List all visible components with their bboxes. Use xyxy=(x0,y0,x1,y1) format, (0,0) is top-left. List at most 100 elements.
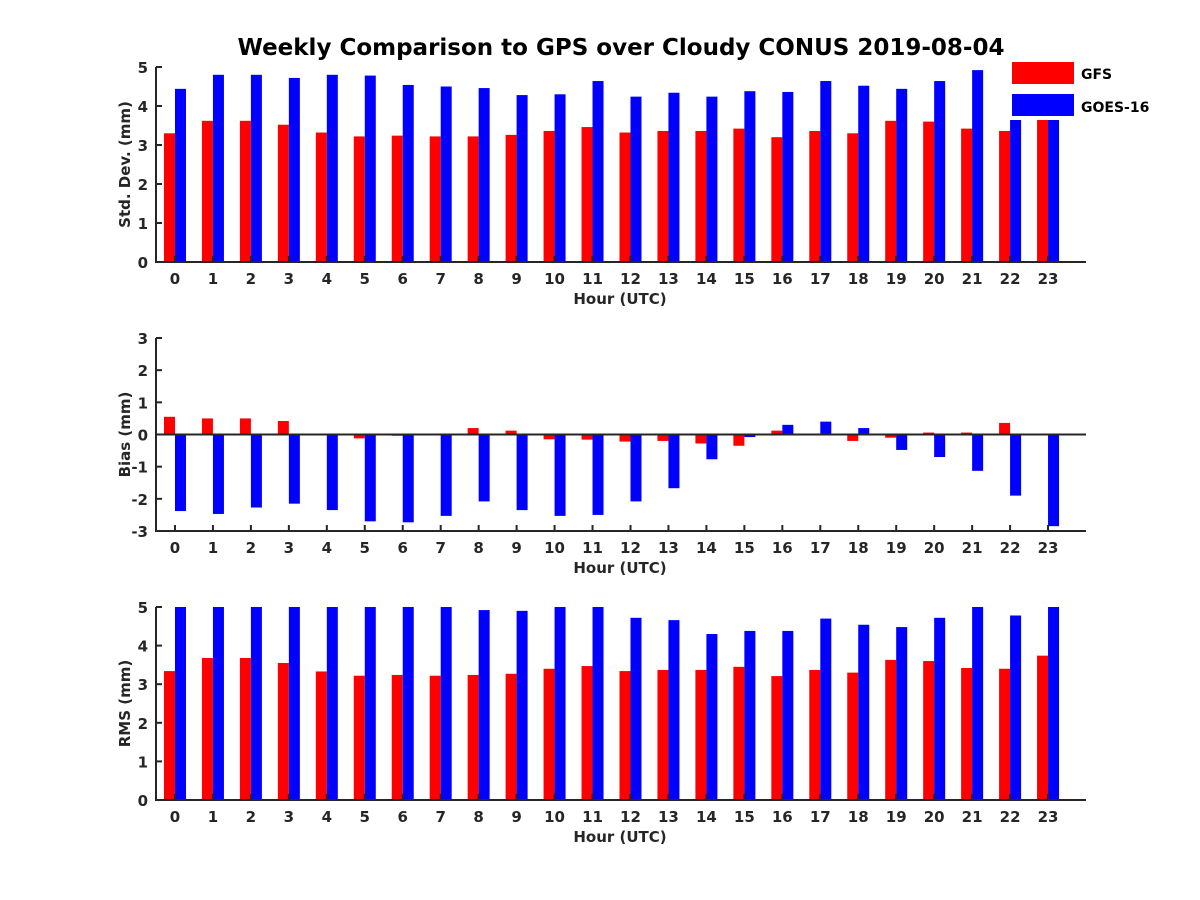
bias-bar-goes16-20 xyxy=(934,434,946,458)
std-dev-bar-goes16-10 xyxy=(554,94,566,262)
bias-bar-gfs-5 xyxy=(353,434,365,439)
std-dev-bar-goes16-21 xyxy=(972,70,984,263)
bias-x-tick-label: 18 xyxy=(848,539,869,557)
bias-bar-goes16-8 xyxy=(478,434,490,502)
rms-bar-goes16-2 xyxy=(250,607,262,800)
bias-x-tick-label: 22 xyxy=(1000,539,1021,557)
bias-x-tick-label: 0 xyxy=(170,539,180,557)
std-dev-y-tick-label: 5 xyxy=(138,59,148,77)
bias-x-tick-label: 9 xyxy=(511,539,521,557)
std-dev-bar-gfs-15 xyxy=(733,128,745,262)
bias-bar-gfs-22 xyxy=(999,422,1011,435)
bias-bar-goes16-12 xyxy=(630,434,642,502)
bias-x-tick-label: 10 xyxy=(544,539,565,557)
legend-swatch-gfs xyxy=(1012,62,1074,84)
bias-x-tick-label: 2 xyxy=(246,539,256,557)
rms-x-tick-label: 10 xyxy=(544,808,565,826)
std-dev-bar-goes16-8 xyxy=(478,88,490,262)
std-dev-x-tick-label: 13 xyxy=(658,270,679,288)
bias-x-tick-label: 3 xyxy=(284,539,294,557)
bias-bar-goes16-10 xyxy=(554,434,566,516)
std-dev-x-tick-label: 7 xyxy=(435,270,445,288)
std-dev-bar-gfs-21 xyxy=(961,128,973,262)
rms-bar-goes16-1 xyxy=(212,607,224,800)
bias-bar-gfs-9 xyxy=(505,430,517,435)
bias-bar-goes16-11 xyxy=(592,434,604,515)
std-dev-bar-goes16-12 xyxy=(630,96,642,262)
bias-bar-gfs-1 xyxy=(201,418,213,435)
std-dev-x-tick-label: 23 xyxy=(1038,270,1059,288)
std-dev-bar-gfs-20 xyxy=(923,121,935,262)
std-dev-x-tick-label: 14 xyxy=(696,270,717,288)
bias-bar-goes16-15 xyxy=(744,434,756,438)
bias-y-tick-label: 1 xyxy=(138,394,148,412)
legend-label-goes16: GOES-16 xyxy=(1081,100,1149,116)
std-dev-x-tick-label: 17 xyxy=(810,270,831,288)
std-dev-y-tick-label: 1 xyxy=(138,215,148,233)
std-dev-bar-gfs-7 xyxy=(429,136,441,262)
rms-bar-goes16-16 xyxy=(782,630,794,800)
rms-x-tick-label: 16 xyxy=(772,808,793,826)
std-dev-bar-goes16-16 xyxy=(782,91,794,263)
std-dev-x-tick-label: 2 xyxy=(246,270,256,288)
std-dev-y-tick-label: 3 xyxy=(138,137,148,155)
rms-bar-gfs-2 xyxy=(239,657,251,800)
rms-bar-gfs-7 xyxy=(429,675,441,800)
std-dev-bar-goes16-18 xyxy=(858,85,870,262)
bias-y-tick-label: 3 xyxy=(138,330,148,348)
rms-x-tick-label: 11 xyxy=(582,808,603,826)
rms-bar-goes16-13 xyxy=(668,620,680,800)
bias-x-tick-label: 1 xyxy=(208,539,218,557)
bias-bar-gfs-11 xyxy=(581,434,593,440)
bias-bar-goes16-17 xyxy=(820,421,832,435)
rms-bar-gfs-11 xyxy=(581,666,593,800)
std-dev-bar-goes16-13 xyxy=(668,92,680,263)
bias-x-tick-label: 17 xyxy=(810,539,831,557)
bias-bar-goes16-18 xyxy=(858,428,870,435)
bias-bar-goes16-13 xyxy=(668,434,680,489)
bias-y-axis-label: Bias (mm) xyxy=(116,392,134,478)
std-dev-bar-gfs-2 xyxy=(239,120,251,262)
std-dev-bar-gfs-9 xyxy=(505,134,517,262)
bias-bar-goes16-23 xyxy=(1048,434,1060,527)
std-dev-bar-goes16-6 xyxy=(402,84,414,262)
std-dev-x-tick-label: 4 xyxy=(322,270,332,288)
bias-bar-gfs-13 xyxy=(657,434,669,441)
std-dev-bar-gfs-1 xyxy=(201,120,213,262)
bias-bar-goes16-4 xyxy=(326,434,338,511)
rms-x-tick-label: 3 xyxy=(284,808,294,826)
std-dev-bar-gfs-4 xyxy=(315,132,327,262)
rms-x-tick-label: 15 xyxy=(734,808,755,826)
std-dev-x-axis-label: Hour (UTC) xyxy=(573,290,666,308)
rms-bar-gfs-5 xyxy=(353,675,365,800)
rms-x-tick-label: 23 xyxy=(1038,808,1059,826)
bias-x-tick-label: 8 xyxy=(473,539,483,557)
rms-bar-goes16-7 xyxy=(440,607,452,800)
rms-bar-gfs-10 xyxy=(543,668,555,800)
rms-bar-gfs-9 xyxy=(505,673,517,800)
std-dev-x-tick-label: 19 xyxy=(886,270,907,288)
rms-x-axis-label: Hour (UTC) xyxy=(573,828,666,846)
rms-bar-gfs-1 xyxy=(201,657,213,800)
bias-bar-gfs-10 xyxy=(543,434,555,440)
std-dev-bar-goes16-4 xyxy=(326,74,338,262)
bias-bar-gfs-14 xyxy=(695,434,707,444)
rms-x-tick-label: 22 xyxy=(1000,808,1021,826)
rms-x-tick-label: 1 xyxy=(208,808,218,826)
rms-bar-gfs-8 xyxy=(467,674,479,800)
rms-bar-gfs-14 xyxy=(695,669,707,800)
std-dev-bar-gfs-23 xyxy=(1037,116,1049,262)
bias-x-tick-label: 23 xyxy=(1038,539,1059,557)
rms-x-tick-label: 2 xyxy=(246,808,256,826)
bias-x-tick-label: 15 xyxy=(734,539,755,557)
rms-x-tick-label: 20 xyxy=(924,808,945,826)
rms-bar-gfs-0 xyxy=(163,671,175,800)
rms-x-tick-label: 18 xyxy=(848,808,869,826)
rms-y-tick-label: 4 xyxy=(138,638,148,656)
std-dev-x-tick-label: 6 xyxy=(398,270,408,288)
std-dev-bar-goes16-15 xyxy=(744,91,756,263)
rms-bar-goes16-3 xyxy=(288,607,300,800)
std-dev-bar-goes16-14 xyxy=(706,96,718,262)
rms-x-tick-label: 9 xyxy=(511,808,521,826)
rms-x-tick-label: 8 xyxy=(473,808,483,826)
